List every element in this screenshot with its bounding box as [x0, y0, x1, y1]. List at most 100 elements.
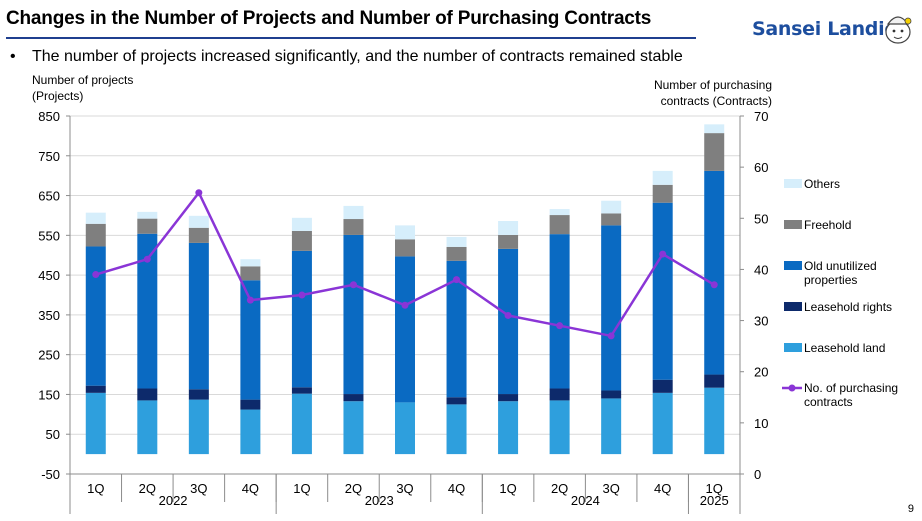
- x-axis-category-label: 3Q: [602, 481, 619, 496]
- bar-others: [137, 211, 158, 219]
- bar-old-unutilized-properties: [601, 225, 622, 391]
- bar-leasehold-land: [549, 400, 570, 455]
- bar-leasehold-land: [291, 393, 312, 455]
- left-axis-tick-label: 150: [38, 387, 60, 402]
- bar-leasehold-rights: [188, 389, 209, 400]
- legend-swatch: [784, 179, 802, 188]
- left-axis-title-line1: Number of projects: [32, 73, 134, 87]
- contracts-point: [607, 332, 615, 340]
- x-axis-year-label: 2024: [571, 493, 600, 508]
- bar-leasehold-land: [343, 401, 364, 455]
- legend-line-marker: [788, 384, 796, 392]
- left-axis-tick-label: 850: [38, 109, 60, 124]
- x-axis-category-label: 1Q: [706, 481, 723, 496]
- bar-freehold: [137, 218, 158, 234]
- bar-freehold: [395, 239, 415, 257]
- bar-others: [395, 225, 415, 240]
- bar-leasehold-rights: [549, 388, 570, 401]
- bar-freehold: [549, 215, 570, 235]
- right-axis-tick-label: 50: [754, 211, 768, 226]
- contracts-point: [92, 271, 100, 279]
- bar-freehold: [446, 246, 467, 261]
- bar-freehold: [601, 213, 622, 226]
- page-number: 9: [907, 503, 914, 515]
- bar-leasehold-land: [601, 398, 622, 455]
- bar-freehold: [652, 184, 673, 203]
- right-axis-title: Number of purchasing contracts (Contract…: [654, 77, 772, 109]
- bullet-marker: •: [10, 48, 16, 65]
- right-axis-tick-label: 70: [754, 109, 768, 124]
- right-axis-tick-label: 60: [754, 160, 768, 175]
- summary-bullet: • The number of projects increased signif…: [10, 48, 683, 66]
- right-axis-tick-label: 40: [754, 262, 768, 277]
- x-axis-category-label: 2Q: [345, 481, 362, 496]
- left-axis-tick-label: 750: [38, 149, 60, 164]
- bar-others: [188, 215, 209, 228]
- bar-freehold: [240, 266, 261, 281]
- bar-old-unutilized-properties: [343, 234, 364, 395]
- bar-leasehold-land: [446, 404, 467, 455]
- contracts-point: [401, 301, 409, 309]
- bar-others: [240, 259, 261, 267]
- right-axis-tick-label: 30: [754, 314, 768, 329]
- bar-leasehold-rights: [601, 390, 622, 399]
- x-axis-category-label: 1Q: [87, 481, 104, 496]
- legend-label: Old unutilized: [804, 259, 877, 273]
- x-axis-category-label: 1Q: [293, 481, 310, 496]
- left-axis-tick-label: 650: [38, 189, 60, 204]
- left-axis-tick-label: 450: [38, 268, 60, 283]
- bar-leasehold-rights: [137, 388, 158, 401]
- bar-others: [704, 124, 725, 134]
- contracts-point: [246, 296, 254, 304]
- bar-leasehold-land: [395, 402, 415, 455]
- bar-freehold: [291, 230, 312, 251]
- bar-leasehold-rights: [291, 387, 312, 394]
- left-axis-tick-label: 350: [38, 308, 60, 323]
- bar-freehold: [85, 223, 106, 247]
- bar-freehold: [704, 133, 725, 171]
- contracts-point: [556, 322, 564, 330]
- title-underline: [6, 37, 696, 39]
- bar-old-unutilized-properties: [395, 256, 415, 403]
- contracts-point: [195, 189, 203, 197]
- legend-label: Leasehold land: [804, 341, 885, 355]
- right-axis-tick-label: 0: [754, 467, 761, 482]
- bar-leasehold-rights: [446, 397, 467, 405]
- x-axis-category-label: 4Q: [242, 481, 259, 496]
- right-axis-title-line1: Number of purchasing: [653, 78, 772, 92]
- bar-old-unutilized-properties: [704, 170, 725, 375]
- bar-others: [446, 236, 467, 247]
- bar-leasehold-land: [188, 399, 209, 455]
- logo-text: Sansei Landic: [752, 18, 896, 40]
- x-axis-category-label: 2Q: [139, 481, 156, 496]
- bar-old-unutilized-properties: [137, 233, 158, 389]
- x-axis-category-label: 4Q: [448, 481, 465, 496]
- bar-others: [85, 212, 106, 224]
- legend-swatch: [784, 220, 802, 229]
- bar-old-unutilized-properties: [240, 280, 261, 400]
- left-axis-tick-label: -50: [41, 467, 60, 482]
- bar-leasehold-rights: [498, 394, 519, 402]
- right-axis-tick-label: 10: [754, 416, 768, 431]
- contracts-point: [143, 255, 151, 263]
- bar-old-unutilized-properties: [291, 250, 312, 388]
- company-logo: Sansei Landic: [752, 12, 914, 46]
- right-axis-title-line2: contracts (Contracts): [660, 94, 772, 108]
- legend-swatch: [784, 261, 802, 270]
- bar-others: [498, 221, 519, 235]
- contracts-point: [298, 291, 306, 299]
- bar-leasehold-rights: [704, 374, 725, 388]
- bar-old-unutilized-properties: [85, 246, 106, 386]
- bar-others: [549, 209, 570, 216]
- left-axis-tick-label: 550: [38, 228, 60, 243]
- left-axis-title: Number of projects (Projects): [32, 72, 133, 104]
- x-axis-year-label: 2022: [159, 493, 188, 508]
- bullet-text: The number of projects increased signifi…: [32, 48, 683, 65]
- bar-freehold: [498, 234, 519, 249]
- bar-old-unutilized-properties: [652, 202, 673, 380]
- contracts-point: [659, 250, 667, 258]
- x-axis-year-label: 2025: [700, 493, 729, 508]
- bar-leasehold-land: [85, 392, 106, 455]
- contracts-point: [504, 311, 512, 319]
